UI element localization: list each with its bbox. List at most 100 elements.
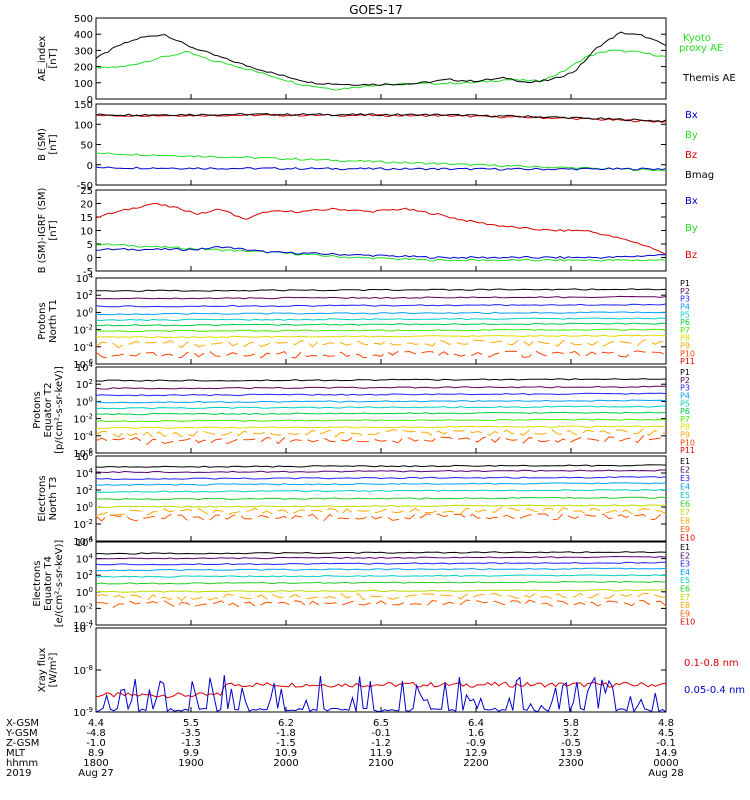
y-tick-label: 102: [76, 378, 93, 391]
y-axis-label: [e/(cm²-s-sr-keV)]: [54, 540, 65, 628]
y-tick-label: 50: [80, 141, 93, 152]
channel-line-e3: [96, 561, 666, 566]
legend-e6: E6: [680, 585, 690, 594]
legend-p9: P9: [680, 431, 690, 440]
legend-p6: P6: [680, 407, 690, 416]
row-value: 10.9: [275, 748, 297, 759]
legend-p3: P3: [680, 384, 690, 393]
row-value: 6.4: [468, 718, 484, 729]
channel-line-p6: [96, 411, 666, 416]
series-group: [96, 551, 666, 608]
row-value: 3.2: [563, 728, 579, 739]
y-tick-label: 104: [76, 272, 94, 285]
row-value: -3.5: [181, 728, 201, 739]
y-axis-label: [nT]: [48, 220, 59, 240]
legend-e9: E9: [680, 525, 690, 534]
y-axis-label: [W/m²]: [48, 652, 59, 687]
y-axis-label: North T1: [48, 299, 59, 343]
legend-e8: E8: [680, 601, 690, 610]
y-axis-label: [nT]: [48, 134, 59, 154]
row-value: -4.8: [86, 728, 106, 739]
series-group: [96, 112, 666, 172]
series-line-bx: [96, 166, 666, 171]
row-value: 1.6: [468, 728, 484, 739]
y-tick-label: 0: [87, 161, 93, 172]
y-axis-label: Xray flux: [37, 648, 48, 693]
xray-line-0.05-0.4 nm: [96, 675, 666, 712]
channel-line-p3: [96, 303, 666, 308]
y-tick-label: 25: [80, 186, 93, 197]
channel-line-e4: [96, 567, 666, 572]
y-tick-label: -50: [77, 181, 93, 192]
date-end: Aug 28: [648, 768, 683, 779]
legend-p9: P9: [680, 342, 690, 351]
legend-bz: Bz: [685, 250, 697, 261]
legend-p11: P11: [680, 357, 695, 366]
channel-line-e9: [96, 512, 666, 522]
legend-p8: P8: [680, 334, 690, 343]
y-tick-label: 10-4: [73, 341, 93, 354]
legend-bx: Bx: [685, 110, 698, 121]
plot-title: GOES-17: [349, 3, 403, 17]
series-group: [96, 378, 666, 445]
y-axis-label: B (SM): [37, 128, 48, 161]
legend-p7: P7: [680, 415, 690, 424]
legend-e5: E5: [680, 491, 690, 500]
legend-p10: P10: [680, 438, 695, 447]
channel-line-p9: [96, 339, 666, 349]
panel-frame: [95, 627, 667, 713]
legend-proxy-ae: proxy AE: [679, 43, 723, 54]
legend-e9: E9: [680, 609, 690, 618]
channel-line-p7: [96, 418, 666, 423]
legend-p11: P11: [680, 446, 695, 455]
legend-p5: P5: [680, 399, 690, 408]
y-tick-label: 104: [76, 467, 94, 480]
legend-e6: E6: [680, 500, 690, 509]
legend-p10: P10: [680, 349, 695, 358]
series-line-bz: [96, 202, 666, 256]
y-axis-label: Electrons: [32, 560, 43, 606]
row-label-z-gsm: Z-GSM: [6, 738, 39, 749]
channel-line-e1: [96, 464, 666, 468]
legend-p1: P1: [680, 368, 690, 377]
y-tick-label: 500: [74, 14, 93, 25]
channel-line-e8: [96, 507, 666, 516]
y-tick-label: 400: [74, 30, 93, 41]
legend-xray-long: 0.1-0.8 nm: [684, 658, 739, 669]
channel-line-p8: [96, 334, 666, 339]
channel-line-e7: [96, 504, 666, 509]
row-value: -1.2: [371, 738, 391, 749]
legend-p4: P4: [680, 391, 690, 400]
y-axis-label: [nT]: [48, 48, 59, 68]
legend-p1: P1: [680, 279, 690, 288]
channel-line-e4: [96, 482, 666, 486]
legend-p5: P5: [680, 310, 690, 319]
y-tick-label: 0: [87, 95, 93, 106]
series-line-bmag: [96, 112, 666, 123]
legend-by: By: [685, 130, 698, 141]
row-value: -1.5: [276, 738, 296, 749]
legend-e2: E2: [680, 466, 690, 475]
year-label: 2019: [6, 768, 31, 779]
y-tick-label: 106: [76, 450, 94, 463]
y-tick-label: 5: [87, 240, 93, 251]
legend-e3: E3: [680, 560, 690, 569]
row-label-hhmm: hhmm: [6, 758, 38, 769]
y-tick-label: 15: [80, 213, 93, 224]
y-tick-label: 100: [76, 586, 93, 599]
legend-e2: E2: [680, 551, 690, 560]
channel-line-p8: [96, 425, 666, 430]
series-group: [96, 31, 666, 91]
row-value: 4.4: [88, 718, 104, 729]
panel-bigrf: -5 0 5 10 15 20 25 B (SM)-IGRF (SM) [nT] Bx By Bz: [37, 186, 698, 278]
series-group: [96, 675, 666, 712]
y-axis-label: Equator T2: [43, 383, 54, 438]
y-axis-label: [p/(cm²-s-sr-keV)]: [54, 366, 65, 454]
channel-line-e2: [96, 555, 666, 560]
legend-themis-ae: Themis AE: [682, 73, 736, 84]
legend-p2: P2: [680, 376, 690, 385]
